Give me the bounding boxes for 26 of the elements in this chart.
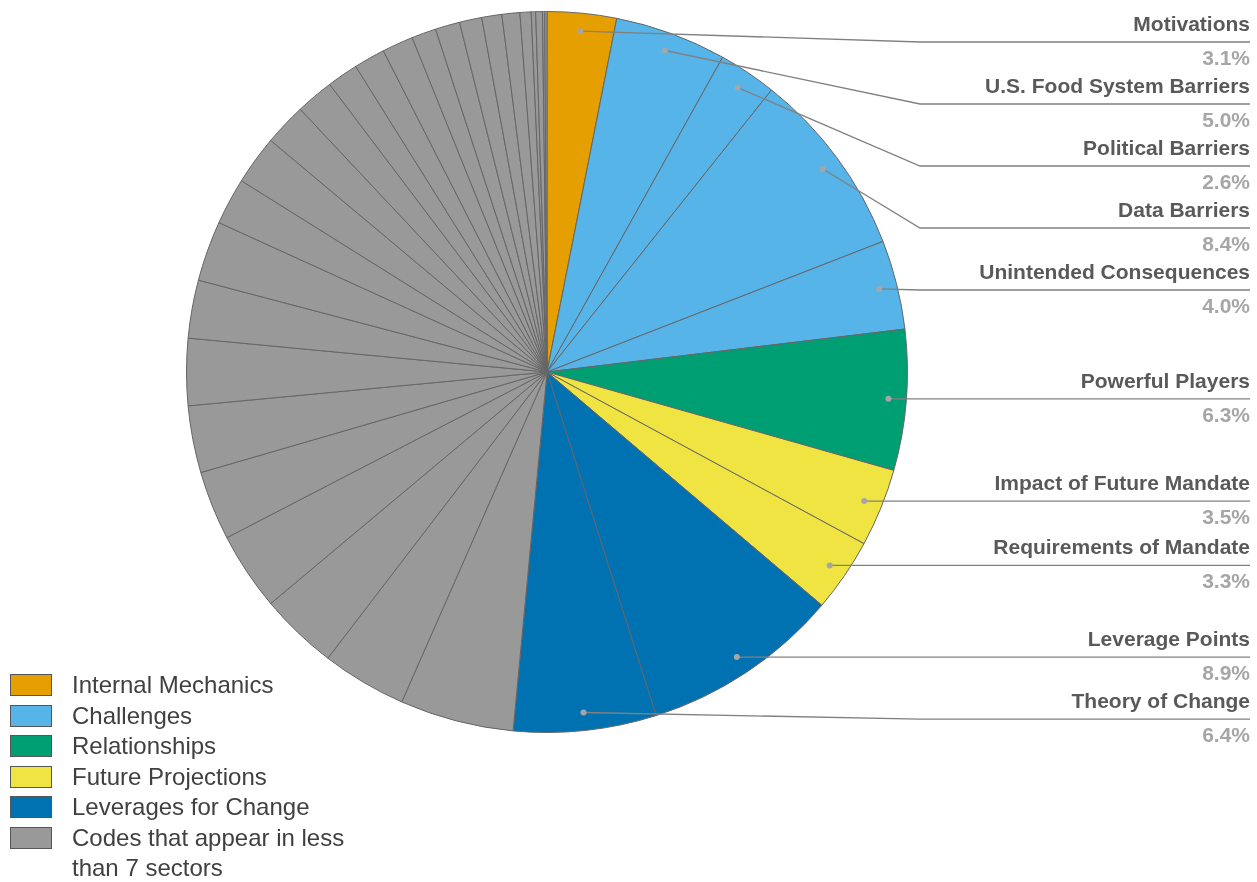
data-label: 5.0% [1202,107,1251,131]
slice-label: Leverage Points [1087,626,1250,650]
text: Relationships [72,731,217,761]
slice-label: Data Barriers [1118,197,1250,221]
slice-label: Powerful Players [1080,368,1250,392]
text: Codes that appear in less than 7 sectors [72,822,346,882]
data-label: 3.1% [1202,45,1251,69]
slice-label: U.S. Food System Barriers [985,73,1250,97]
text: Future Projections [72,761,267,792]
text: Internal Mechanics [72,670,274,700]
text: Leverages for Change [72,792,310,822]
slice-label: Requirements of Mandate [993,535,1250,559]
data-label: 6.3% [1202,402,1251,426]
data-label: 4.0% [1202,293,1251,317]
data-label: 8.9% [1202,660,1251,684]
text: Challenges [72,700,193,731]
data-label: 8.4% [1202,231,1251,255]
slice-label: Political Barriers [1083,135,1250,159]
slice-label: Theory of Change [1071,688,1250,712]
data-label: 2.6% [1202,169,1251,193]
data-label: 3.5% [1202,504,1251,528]
data-label: 3.3% [1202,569,1251,593]
slice-label: Impact of Future Mandate [994,470,1250,494]
slice-label: Unintended Consequences [979,259,1250,283]
slice-label: Motivations [1133,11,1250,35]
data-label: 6.4% [1202,722,1251,746]
